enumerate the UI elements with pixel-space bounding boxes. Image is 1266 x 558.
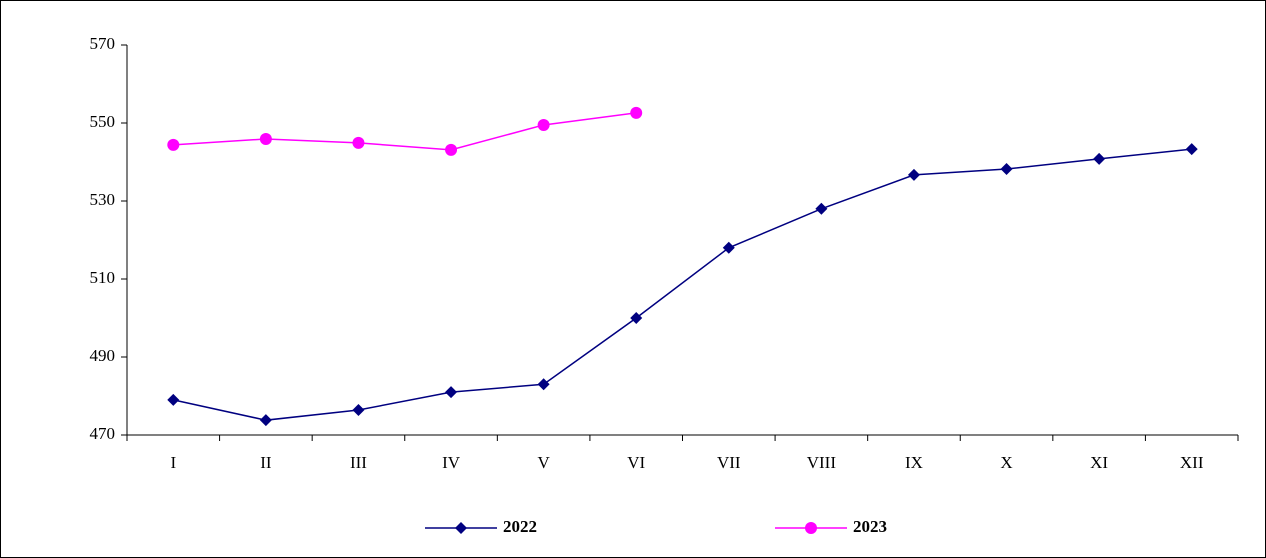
x-tick-label: I [170, 453, 176, 472]
y-tick-label: 570 [90, 34, 116, 53]
legend-label: 2022 [503, 517, 537, 536]
x-tick-label: IX [905, 453, 923, 472]
y-tick-label: 470 [90, 424, 116, 443]
point [445, 143, 458, 156]
y-tick-label: 530 [90, 190, 116, 209]
y-tick-label: 510 [90, 268, 116, 287]
point [259, 132, 272, 145]
point [815, 202, 828, 215]
y-tick-label: 490 [90, 346, 116, 365]
point [537, 118, 550, 131]
point [455, 522, 467, 534]
point [1000, 163, 1013, 176]
legend-label: 2023 [853, 517, 887, 536]
x-tick-label: IV [442, 453, 461, 472]
point [167, 393, 180, 406]
x-tick-label: VII [717, 453, 741, 472]
point [907, 168, 920, 181]
x-tick-label: II [260, 453, 272, 472]
point [352, 404, 365, 417]
x-tick-label: III [350, 453, 367, 472]
x-tick-label: V [537, 453, 550, 472]
point [259, 414, 272, 427]
point [1093, 152, 1106, 165]
point [537, 378, 550, 391]
point [1185, 143, 1198, 156]
series-line [173, 148, 1192, 421]
series-line [173, 112, 637, 151]
x-tick-label: XI [1090, 453, 1108, 472]
x-tick-label: VI [627, 453, 645, 472]
point [352, 136, 365, 149]
y-tick-label: 550 [90, 112, 116, 131]
x-tick-label: VIII [807, 453, 837, 472]
x-tick-label: XII [1180, 453, 1204, 472]
x-tick-label: X [1000, 453, 1012, 472]
point [167, 138, 180, 151]
point [805, 522, 817, 534]
point [630, 312, 643, 324]
point [722, 241, 735, 254]
point [445, 386, 458, 399]
point [630, 106, 643, 119]
